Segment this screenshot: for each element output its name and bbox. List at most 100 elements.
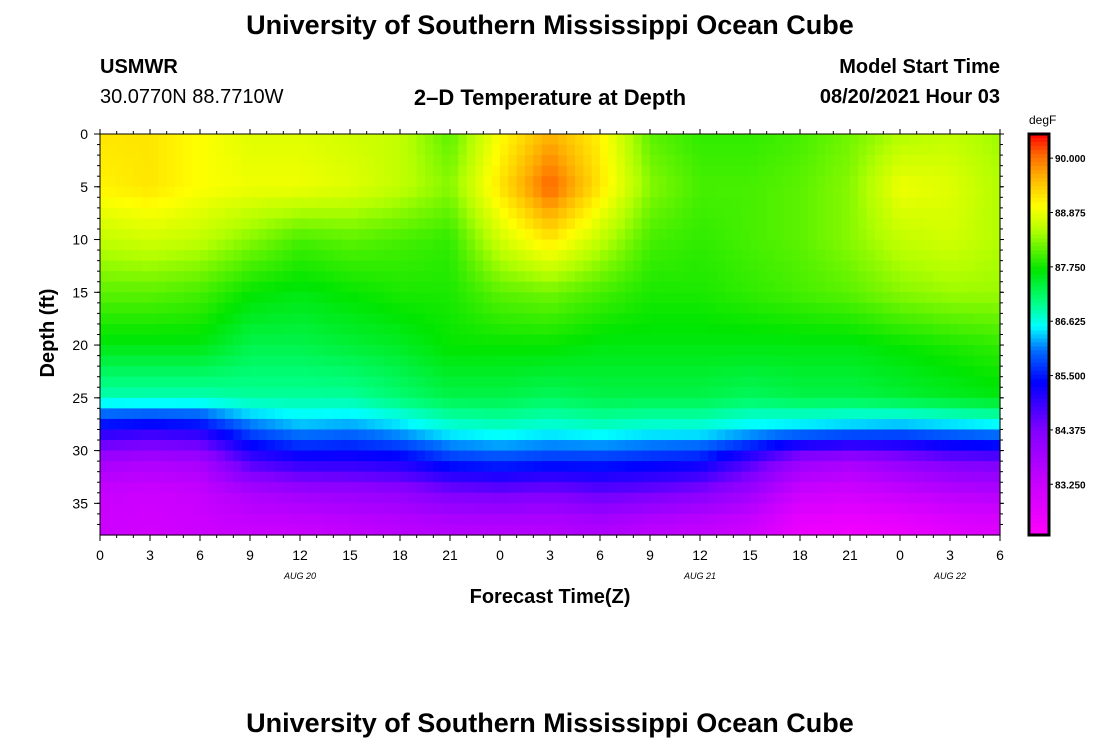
heatmap-cell [141,239,151,251]
heatmap-cell [675,492,684,504]
heatmap-cell [333,313,343,325]
heatmap-cell [608,345,618,357]
heatmap-cell [491,323,501,336]
heatmap-cell [716,482,726,494]
heatmap-cell [616,134,626,146]
heatmap-cell [208,228,218,241]
heatmap-cell [550,228,559,241]
heatmap-cell [250,461,259,473]
heatmap-cell [358,376,368,388]
heatmap-cell [441,260,451,272]
heatmap-cell [533,450,543,462]
heatmap-cell [775,429,784,441]
heatmap-cell [833,418,843,431]
heatmap-cell [691,440,701,452]
heatmap-cell [616,218,626,230]
heatmap-cell [675,397,684,409]
heatmap-cell [408,418,418,431]
heatmap-cell [416,292,426,304]
heatmap-cell [975,440,984,452]
heatmap-cell [458,366,468,378]
heatmap-cell [508,176,518,188]
heatmap-cell [841,228,851,241]
heatmap-cell [566,482,576,494]
heatmap-cell [683,492,693,504]
heatmap-cell [950,197,959,209]
heatmap-cell [100,281,109,293]
heatmap-cell [850,387,859,399]
heatmap-cell [358,397,368,409]
heatmap-cell [716,228,726,241]
heatmap-cell [375,345,384,357]
heatmap-cell [425,323,434,336]
heatmap-cell [241,207,251,220]
heatmap-cell [608,418,618,431]
heatmap-cell [808,228,818,241]
heatmap-cell [625,461,634,473]
heatmap-cell [550,313,559,325]
heatmap-cell [350,376,359,388]
heatmap-cell [908,271,918,283]
heatmap-cell [108,345,118,357]
heatmap-cell [475,186,484,198]
heatmap-cell [366,218,376,230]
heatmap-cell [283,429,293,441]
heatmap-cell [975,134,984,146]
heatmap-cell [350,429,359,441]
heatmap-cell [783,471,793,483]
heatmap-cell [808,239,818,251]
heatmap-cell [575,186,584,198]
heatmap-cell [883,218,893,230]
heatmap-cell [175,387,184,399]
heatmap-cell [891,513,901,526]
heatmap-cell [683,397,693,409]
heatmap-cell [533,482,543,494]
heatmap-cell [408,503,418,515]
heatmap-cell [166,503,176,515]
heatmap-cell [308,376,318,388]
heatmap-cell [525,313,534,325]
heatmap-cell [166,281,176,293]
heatmap-cell [950,144,959,156]
heatmap-cell [766,250,776,262]
heatmap-cell [658,376,668,388]
heatmap-cell [816,397,826,409]
heatmap-cell [675,134,684,146]
heatmap-cell [658,440,668,452]
heatmap-cell [125,345,134,357]
heatmap-cell [291,355,301,367]
heatmap-cell [700,345,709,357]
heatmap-cell [416,134,426,146]
heatmap-cell [600,492,609,504]
heatmap-cell [200,524,209,536]
heatmap-cell [108,482,118,494]
heatmap-cell [933,418,943,431]
heatmap-cell [216,387,226,399]
heatmap-cell [741,218,751,230]
heatmap-cell [933,197,943,209]
heatmap-cell [525,513,534,526]
heatmap-cell [850,197,859,209]
heatmap-cell [433,450,443,462]
heatmap-cell [116,155,126,167]
heatmap-cell [641,334,651,346]
heatmap-cell [708,260,718,272]
heatmap-cell [933,176,943,188]
heatmap-cell [241,440,251,452]
heatmap-cell [175,323,184,336]
heatmap-cell [875,292,884,304]
heatmap-cell [683,197,693,209]
heatmap-cell [258,250,268,262]
heatmap-cell [258,461,268,473]
heatmap-cell [858,302,868,314]
heatmap-cell [825,334,834,346]
heatmap-cell [941,461,951,473]
heatmap-cell [733,197,743,209]
heatmap-cell [308,450,318,462]
heatmap-cell [233,492,243,504]
heatmap-cell [491,366,501,378]
heatmap-cell [141,355,151,367]
heatmap-cell [816,408,826,420]
heatmap-cell [483,323,493,336]
heatmap-cell [566,155,576,167]
